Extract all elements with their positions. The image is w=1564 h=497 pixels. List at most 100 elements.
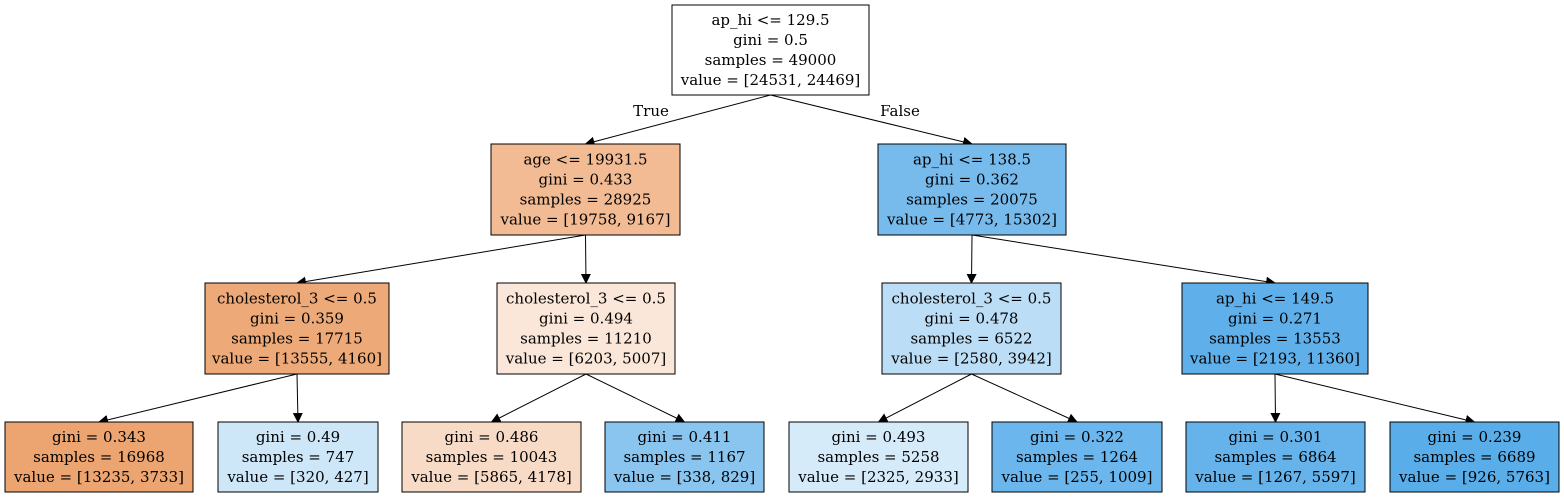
tree-node-line: value = [13555, 4160] — [211, 350, 382, 368]
tree-node-line: value = [255, 1009] — [1001, 468, 1153, 486]
tree-node-line: value = [926, 5763] — [1398, 468, 1550, 486]
tree-node-line: samples = 11210 — [520, 330, 652, 348]
tree-node-box — [604, 421, 765, 493]
tree-node: gini = 0.322 samples = 1264 value = [255, … — [991, 421, 1163, 493]
tree-node-line: samples = 13553 — [1209, 330, 1341, 348]
tree-node: cholesterol_3 <= 0.5 gini = 0.478 samples … — [881, 282, 1062, 375]
tree-edge — [490, 373, 587, 423]
tree-node-line: ap_hi <= 138.5 — [913, 151, 1031, 169]
tree-node-line: age <= 19931.5 — [523, 151, 647, 169]
tree-node-line: value = [6203, 5007] — [505, 350, 666, 368]
tree-node-box — [490, 143, 681, 236]
tree-node: cholesterol_3 <= 0.5 gini = 0.494 samples … — [496, 282, 676, 375]
tree-node-line: gini = 0.486 — [445, 428, 539, 446]
tree-edge — [877, 373, 972, 423]
tree-node: cholesterol_3 <= 0.5 gini = 0.359 samples … — [204, 282, 390, 375]
tree-node-line: value = [2580, 3942] — [890, 350, 1051, 368]
tree-node-line: gini = 0.411 — [638, 428, 732, 446]
tree-node: ap_hi <= 138.5 gini = 0.362 samples = 2007… — [877, 143, 1067, 236]
tree-edge — [966, 234, 977, 284]
tree-node-box — [4, 421, 194, 493]
tree-node: gini = 0.493 samples = 5258 value = [2325,… — [788, 421, 969, 493]
tree-edge — [585, 373, 686, 423]
tree-node-line: value = [1267, 5597] — [1194, 468, 1355, 486]
tree-node-line: gini = 0.359 — [250, 310, 344, 328]
edge-label: False — [880, 102, 920, 120]
edge-label: True — [633, 102, 669, 120]
tree-node-box — [877, 143, 1067, 236]
tree-node-line: samples = 747 — [242, 448, 355, 466]
tree-node-line: ap_hi <= 129.5 — [711, 11, 829, 29]
tree-node-line: value = [24531, 24469] — [680, 71, 861, 89]
tree-node-line: samples = 20075 — [906, 191, 1038, 209]
tree-node: gini = 0.49 samples = 747 value = [320, 42… — [217, 421, 379, 493]
tree-node-line: gini = 0.494 — [539, 310, 633, 328]
tree-edge — [292, 373, 303, 423]
tree-node-box — [204, 282, 390, 375]
tree-node-box — [991, 421, 1163, 493]
tree-node-line: value = [5865, 4178] — [410, 468, 571, 486]
tree-node-line: gini = 0.343 — [52, 428, 146, 446]
tree-edge — [971, 234, 1276, 287]
tree-node: gini = 0.486 samples = 10043 value = [5865… — [401, 421, 582, 493]
tree-node-line: value = [2325, 2933] — [797, 468, 958, 486]
tree-node-line: gini = 0.271 — [1228, 310, 1322, 328]
tree-node-line: value = [4773, 15302] — [886, 211, 1057, 229]
tree-node-line: value = [13235, 3733] — [13, 468, 184, 486]
tree-edge — [580, 234, 591, 284]
tree-edge — [584, 94, 771, 147]
tree-node-line: samples = 17715 — [231, 330, 363, 348]
tree-node: ap_hi <= 149.5 gini = 0.271 samples = 1355… — [1181, 282, 1369, 375]
tree-node-line: samples = 49000 — [705, 51, 837, 69]
tree-node-line: samples = 16968 — [33, 448, 165, 466]
tree-node: gini = 0.343 samples = 16968 value = [1323… — [4, 421, 194, 493]
tree-node-line: samples = 6689 — [1413, 448, 1535, 466]
tree-node-box — [1185, 421, 1366, 493]
tree-node-line: value = [19758, 9167] — [500, 211, 671, 229]
tree-node-box — [1181, 282, 1369, 375]
tree-node-box — [217, 421, 379, 493]
tree-node: gini = 0.301 samples = 6864 value = [1267,… — [1185, 421, 1366, 493]
tree-edge — [296, 234, 586, 287]
tree-node-line: samples = 6864 — [1214, 448, 1336, 466]
tree-node-line: gini = 0.239 — [1428, 428, 1522, 446]
tree-node-line: cholesterol_3 <= 0.5 — [217, 290, 377, 308]
tree-node-line: samples = 10043 — [426, 448, 558, 466]
tree-node-line: samples = 5258 — [817, 448, 939, 466]
tree-node-line: cholesterol_3 <= 0.5 — [892, 290, 1052, 308]
tree-node-line: value = [320, 427] — [226, 468, 368, 486]
tree-node-line: samples = 6522 — [910, 330, 1032, 348]
tree-node-box — [1389, 421, 1560, 493]
tree-node-line: gini = 0.49 — [256, 428, 340, 446]
tree-node-line: gini = 0.478 — [925, 310, 1019, 328]
tree-node-line: value = [338, 829] — [613, 468, 755, 486]
tree-node-line: gini = 0.362 — [925, 171, 1019, 189]
tree-node-line: samples = 1167 — [623, 448, 745, 466]
tree-node-line: samples = 28925 — [520, 191, 652, 209]
tree-node-box — [671, 4, 870, 96]
tree-edge — [1274, 373, 1476, 425]
tree-node-line: gini = 0.301 — [1229, 428, 1323, 446]
tree-edge — [770, 94, 973, 147]
tree-node-line: cholesterol_3 <= 0.5 — [506, 290, 666, 308]
tree-node-box — [881, 282, 1062, 375]
tree-node: age <= 19931.5 gini = 0.433 samples = 2892… — [490, 143, 681, 236]
nodes-layer: ap_hi <= 129.5 gini = 0.5 samples = 49000 v… — [4, 4, 1560, 493]
tree-node-line: gini = 0.5 — [733, 31, 808, 49]
tree-node-line: ap_hi <= 149.5 — [1216, 290, 1334, 308]
tree-node: gini = 0.411 samples = 1167 value = [338, … — [604, 421, 765, 493]
tree-node-line: gini = 0.322 — [1030, 428, 1124, 446]
tree-node-box — [401, 421, 582, 493]
edges-layer: True False — [98, 94, 1476, 425]
tree-edge — [98, 373, 298, 425]
tree-node-line: value = [2193, 11360] — [1189, 350, 1360, 368]
tree-node-line: gini = 0.493 — [832, 428, 926, 446]
tree-node: gini = 0.239 samples = 6689 value = [926, … — [1389, 421, 1560, 493]
tree-node-line: gini = 0.433 — [539, 171, 633, 189]
tree-edge — [971, 373, 1078, 423]
tree-node: ap_hi <= 129.5 gini = 0.5 samples = 49000 v… — [671, 4, 870, 96]
tree-node-box — [788, 421, 969, 493]
tree-node-line: samples = 1264 — [1016, 448, 1138, 466]
tree-edge — [1270, 373, 1281, 423]
